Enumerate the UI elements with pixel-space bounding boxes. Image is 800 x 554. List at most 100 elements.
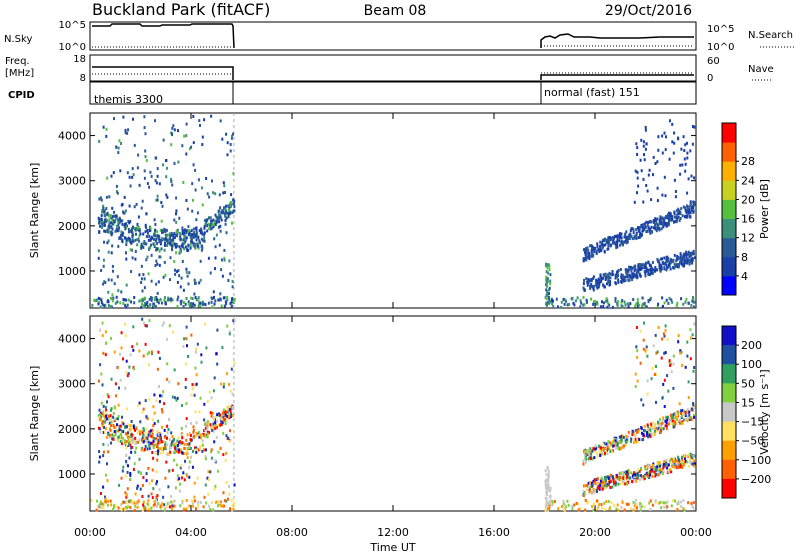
velocity-cell [593, 502, 595, 506]
power-cell [107, 300, 110, 304]
power-cell [636, 191, 638, 195]
power-cell [667, 257, 669, 261]
velocity-cell [160, 407, 163, 411]
velocity-cell [203, 495, 206, 499]
power-cell [659, 217, 662, 221]
power-cell [199, 124, 201, 127]
power-cell [150, 253, 153, 257]
velocity-cell [627, 430, 630, 434]
power-cell [648, 273, 651, 277]
power-cell [107, 278, 110, 282]
power-cell [173, 242, 176, 246]
power-cell [677, 137, 680, 141]
power-cell [663, 131, 666, 135]
velocity-cell [688, 464, 691, 468]
power-cell [106, 241, 109, 245]
velocity-cell [132, 468, 135, 471]
power-cell [117, 229, 120, 233]
velocity-cell [224, 420, 227, 424]
power-cell [215, 215, 218, 219]
colorbar-velocity-tick-label: 15 [741, 396, 755, 409]
velocity-cell [145, 427, 148, 431]
power-cell [683, 258, 686, 262]
velocity-cell [659, 464, 661, 468]
velocity-cell [194, 410, 197, 414]
x-tick-label: 20:00 [579, 526, 611, 539]
velocity-cell [108, 433, 111, 437]
colorbar-velocity-tick-label: 200 [741, 339, 762, 352]
velocity-cell [628, 476, 631, 480]
velocity-cell [185, 507, 188, 511]
freq-tick-bottom: 8 [80, 73, 86, 84]
power-cell [614, 281, 617, 285]
power-cell [669, 119, 671, 123]
power-cell [662, 223, 664, 227]
power-cell [220, 268, 223, 272]
power-cell [141, 302, 143, 306]
power-cell [204, 222, 207, 226]
velocity-cell [670, 504, 673, 508]
velocity-cell [162, 495, 165, 499]
power-cell [648, 264, 651, 267]
velocity-cell [632, 500, 635, 504]
power-cell [91, 303, 94, 307]
velocity-cell [180, 404, 183, 407]
velocity-cell [135, 427, 138, 431]
power-cell [656, 199, 659, 203]
velocity-cell [655, 373, 658, 376]
velocity-cell [150, 492, 153, 496]
power-cell [630, 275, 633, 279]
velocity-cell [609, 473, 612, 477]
power-cell [165, 166, 168, 170]
velocity-cell [229, 507, 231, 511]
power-cell [679, 217, 682, 220]
velocity-cell [185, 417, 188, 421]
velocity-cell [113, 505, 115, 509]
velocity-cell [125, 407, 128, 411]
power-cell [600, 242, 603, 246]
power-cell [603, 238, 606, 242]
velocity-cell [676, 502, 679, 506]
power-cell [214, 213, 217, 217]
power-cell [227, 208, 230, 212]
velocity-cell [675, 418, 678, 422]
power-cell [666, 214, 669, 218]
power-cell [692, 210, 695, 214]
power-cell [661, 260, 664, 264]
velocity-cell [662, 332, 665, 336]
power-cell [673, 215, 676, 219]
power-cell [686, 151, 689, 155]
velocity-cell [649, 465, 652, 469]
velocity-cell [616, 443, 619, 447]
velocity-cell [136, 486, 139, 490]
velocity-cell [632, 440, 635, 444]
power-cell [641, 266, 644, 270]
velocity-cell [110, 441, 113, 445]
velocity-cell [102, 450, 105, 454]
velocity-cell [651, 427, 654, 430]
velocity-cell [134, 428, 136, 432]
velocity-cell [179, 489, 182, 493]
power-cell [128, 175, 131, 179]
velocity-cell [117, 435, 120, 439]
velocity-cell [185, 402, 188, 405]
power-cell [620, 232, 623, 236]
power-cell [664, 148, 667, 152]
power-cell [676, 215, 679, 219]
power-cell [130, 270, 133, 274]
velocity-cell [637, 439, 640, 443]
power-cell [617, 280, 620, 284]
velocity-cell [692, 454, 695, 458]
power-cell [181, 229, 184, 233]
velocity-cell [693, 322, 696, 326]
power-cell [691, 261, 694, 265]
power-cell [192, 141, 195, 145]
power-cell [555, 297, 558, 301]
velocity-cell [183, 337, 186, 341]
velocity-cell [222, 411, 224, 415]
velocity-cell [126, 487, 129, 491]
power-cell [133, 205, 136, 209]
velocity-cell [133, 426, 135, 430]
power-cell [646, 223, 649, 227]
velocity-cell [662, 463, 665, 467]
